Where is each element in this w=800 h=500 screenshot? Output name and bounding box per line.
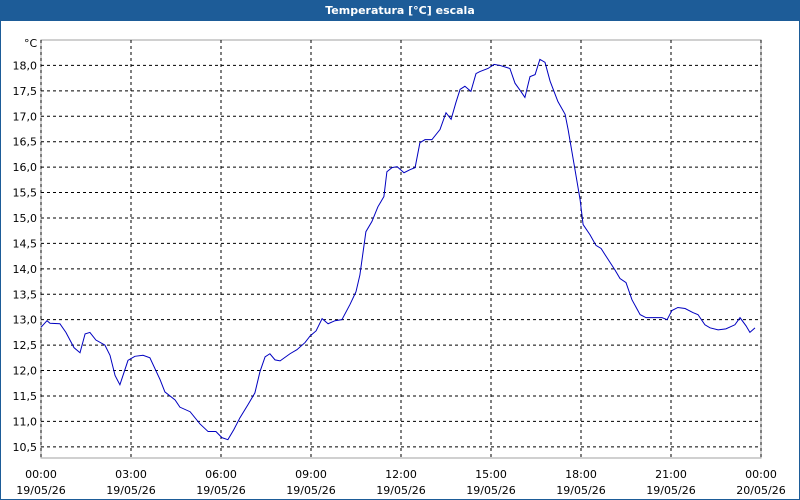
x-tick-date: 19/05/26 xyxy=(556,484,605,497)
y-tick-label: 17,5 xyxy=(13,85,38,98)
y-tick-label: 14,0 xyxy=(13,263,38,276)
y-tick-label: 13,0 xyxy=(13,314,38,327)
y-tick-label: 18,0 xyxy=(13,59,38,72)
data-line xyxy=(40,58,756,441)
x-tick-label: 12:00 xyxy=(385,468,417,481)
x-tick-date: 19/05/26 xyxy=(646,484,695,497)
chart-title: Temperatura [°C] escala xyxy=(1,1,799,21)
y-tick-label: 16,5 xyxy=(13,136,38,149)
x-tick-label: 00:00 xyxy=(745,468,777,481)
y-unit: °C xyxy=(24,37,38,50)
x-tick-date: 19/05/26 xyxy=(286,484,335,497)
x-tick-label: 00:00 xyxy=(25,468,57,481)
x-tick-label: 06:00 xyxy=(205,468,237,481)
y-tick-label: 16,0 xyxy=(13,161,38,174)
y-tick-label: 14,5 xyxy=(13,237,38,250)
y-tick-label: 11,0 xyxy=(13,415,38,428)
y-tick-label: 12,0 xyxy=(13,365,38,378)
y-tick-label: 11,5 xyxy=(13,390,38,403)
x-tick-label: 15:00 xyxy=(475,468,507,481)
x-tick-date: 19/05/26 xyxy=(16,484,65,497)
x-tick-label: 03:00 xyxy=(115,468,147,481)
x-tick-date: 20/05/26 xyxy=(736,484,785,497)
y-tick-label: 13,5 xyxy=(13,288,38,301)
y-tick-label: 12,5 xyxy=(13,339,38,352)
x-tick-label: 21:00 xyxy=(655,468,687,481)
x-tick-date: 19/05/26 xyxy=(106,484,155,497)
x-tick-label: 18:00 xyxy=(565,468,597,481)
y-tick-label: 17,0 xyxy=(13,110,38,123)
y-tick-label: 15,0 xyxy=(13,212,38,225)
x-tick-date: 19/05/26 xyxy=(196,484,245,497)
y-tick-label: 10,5 xyxy=(13,441,38,454)
y-tick-label: 15,5 xyxy=(13,187,38,200)
x-tick-date: 19/05/26 xyxy=(466,484,515,497)
x-tick-label: 09:00 xyxy=(295,468,327,481)
x-tick-date: 19/05/26 xyxy=(376,484,425,497)
